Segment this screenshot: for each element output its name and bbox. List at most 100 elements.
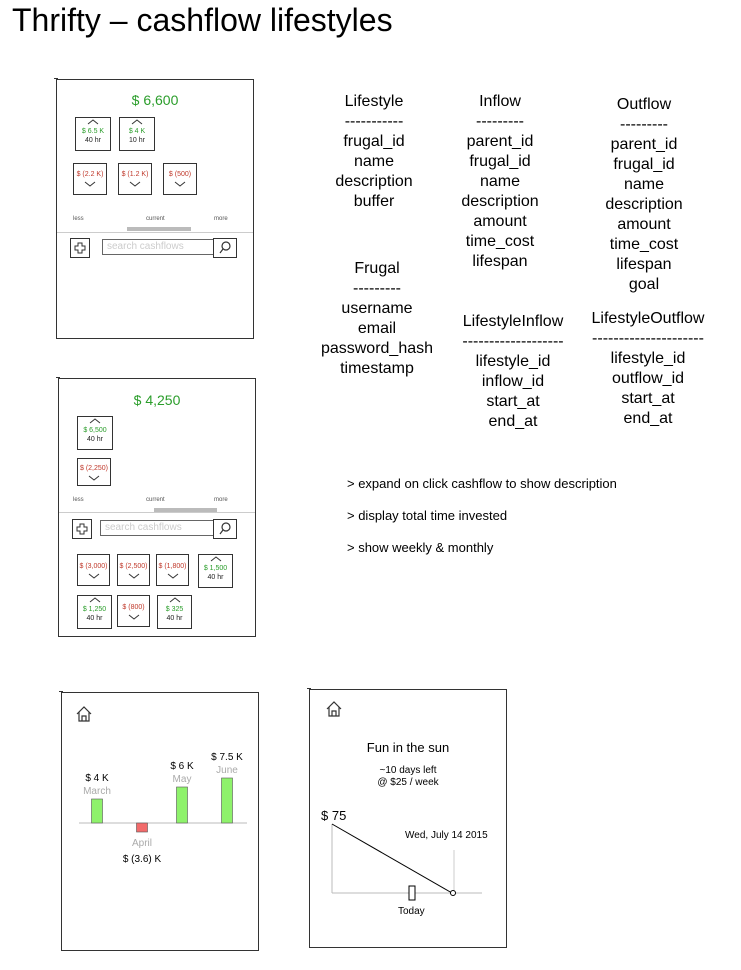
- outflow-card[interactable]: $ (2,250): [77, 458, 111, 486]
- result-outflow-card[interactable]: $ (2,500): [117, 554, 150, 586]
- goal-trend-line: [331, 823, 453, 894]
- plus-icon: [74, 242, 86, 254]
- result-outflow-card[interactable]: $ (3,000): [77, 554, 110, 586]
- chevron-up-icon[interactable]: [78, 596, 111, 605]
- entity-field: parent_id: [466, 133, 534, 150]
- entity-field: frugal_id: [469, 153, 531, 170]
- outflow-card[interactable]: $ (500): [163, 163, 197, 195]
- goal-days-left: ~10 days left: [379, 765, 437, 776]
- result-inflow-card[interactable]: $ 1,500 40 hr: [198, 554, 233, 588]
- chevron-down-icon[interactable]: [118, 612, 149, 621]
- slider-current-label: current: [146, 497, 165, 503]
- chevron-down-icon[interactable]: [118, 571, 149, 580]
- goal-end-point: [450, 890, 456, 896]
- chevron-up-icon[interactable]: [120, 118, 154, 127]
- note-item: > display total time invested: [347, 508, 508, 523]
- chart-bar: [136, 822, 148, 833]
- goal-progress-chart: [331, 823, 482, 901]
- search-input[interactable]: search cashflows: [102, 239, 216, 255]
- entity-field: description: [461, 193, 539, 210]
- chevron-down-icon[interactable]: [119, 179, 151, 188]
- entity-name: Frugal: [354, 260, 400, 277]
- chevron-up-icon[interactable]: [158, 596, 191, 605]
- chevron-down-icon[interactable]: [78, 473, 110, 482]
- result-inflow-card[interactable]: $ 1,250 40 hr: [77, 595, 112, 629]
- entity-field: parent_id: [610, 136, 678, 153]
- entity-separator: -------------------: [462, 333, 564, 350]
- entity-field: lifespan: [616, 256, 672, 273]
- entity-field: end_at: [623, 410, 673, 427]
- entity-field: frugal_id: [343, 133, 405, 150]
- entity-field: goal: [628, 276, 660, 293]
- bar-value-label: $ 6 K: [170, 761, 194, 772]
- result-outflow-card[interactable]: $ (800): [117, 595, 150, 627]
- add-cashflow-button[interactable]: [70, 238, 90, 258]
- search-icon: [219, 522, 231, 535]
- timeframe-slider[interactable]: [127, 227, 191, 231]
- entity-name: Lifestyle: [344, 93, 404, 110]
- add-cashflow-button[interactable]: [72, 519, 92, 539]
- schema-outflow: Outflow --------- parent_id frugal_id na…: [594, 95, 694, 295]
- divider: [59, 512, 255, 513]
- outflow-amount: $ (2,250): [79, 465, 109, 472]
- entity-name: LifestyleOutflow: [591, 310, 705, 327]
- outflow-amount: $ (2,500): [119, 563, 148, 570]
- entity-separator: ---------: [353, 280, 401, 297]
- search-input[interactable]: search cashflows: [100, 520, 216, 536]
- chevron-up-icon[interactable]: [76, 118, 110, 127]
- entity-field: description: [605, 196, 683, 213]
- today-slider-handle: [408, 885, 416, 901]
- entity-field: amount: [617, 216, 671, 233]
- home-icon[interactable]: [325, 700, 343, 718]
- search-button[interactable]: [213, 238, 237, 258]
- schema-lifestyle-outflow: LifestyleOutflow --------------------- l…: [580, 309, 716, 429]
- entity-field: end_at: [488, 413, 538, 430]
- outflow-card[interactable]: $ (2.2 K): [73, 163, 107, 195]
- entity-field: description: [335, 173, 413, 190]
- bar-value-label: $ 7.5 K: [211, 752, 243, 763]
- monthly-bar-chart: $ 4 K March $ (3.6) K April $ 6 K May $ 7.5 K J…: [79, 752, 247, 865]
- entity-name: Outflow: [616, 96, 672, 113]
- entity-separator: ---------: [620, 116, 668, 133]
- chart-bar: [221, 777, 233, 824]
- entity-field: time_cost: [465, 233, 535, 250]
- chevron-down-icon[interactable]: [164, 179, 196, 188]
- entity-field: lifestyle_id: [475, 353, 551, 370]
- entity-field: name: [623, 176, 665, 193]
- phone-mockup-goal: Fun in the sun ~10 days left @ $25 / wee…: [307, 688, 507, 948]
- outflow-amount: $ (1,800): [158, 563, 187, 570]
- chevron-down-icon[interactable]: [78, 571, 109, 580]
- today-label: Today: [398, 906, 425, 917]
- inflow-card[interactable]: $ 6,500 40 hr: [77, 416, 113, 450]
- bar-month-label: May: [173, 774, 192, 785]
- schema-lifestyle: Lifestyle ----------- frugal_id name des…: [325, 92, 423, 212]
- chevron-down-icon[interactable]: [74, 179, 106, 188]
- chevron-up-icon[interactable]: [78, 417, 112, 426]
- result-outflow-card[interactable]: $ (1,800): [156, 554, 189, 586]
- bar-value-label: $ (3.6) K: [123, 854, 162, 865]
- chevron-down-icon[interactable]: [157, 571, 188, 580]
- inflow-hours: 10 hr: [129, 137, 145, 144]
- inflow-hours: 40 hr: [86, 615, 103, 622]
- chevron-up-icon[interactable]: [199, 555, 232, 564]
- entity-separator: ---------------------: [592, 330, 704, 347]
- slider-less-label: less: [73, 497, 84, 503]
- home-icon[interactable]: [75, 705, 93, 723]
- bar-month-label: June: [216, 765, 238, 776]
- plus-icon: [76, 523, 88, 535]
- timeframe-slider[interactable]: [154, 508, 217, 512]
- search-button[interactable]: [213, 519, 237, 539]
- slider-more-label: more: [214, 216, 228, 222]
- inflow-card[interactable]: $ 6.5 K 40 hr: [75, 117, 111, 151]
- entity-field: password_hash: [320, 340, 434, 357]
- chart-bar: [91, 798, 103, 824]
- inflow-amount: $ 6,500: [83, 427, 107, 434]
- outflow-card[interactable]: $ (1.2 K): [118, 163, 152, 195]
- entity-field: name: [479, 173, 521, 190]
- inflow-card[interactable]: $ 4 K 10 hr: [119, 117, 155, 151]
- inflow-amount: $ 325: [165, 606, 184, 613]
- note-item: > show weekly & monthly: [347, 540, 494, 555]
- bar-month-label: March: [83, 786, 111, 797]
- result-inflow-card[interactable]: $ 325 40 hr: [157, 595, 192, 629]
- phone-mockup-1: $ 6,600 $ 6.5 K 40 hr $ 4 K 10 hr $ (2.2…: [54, 78, 254, 339]
